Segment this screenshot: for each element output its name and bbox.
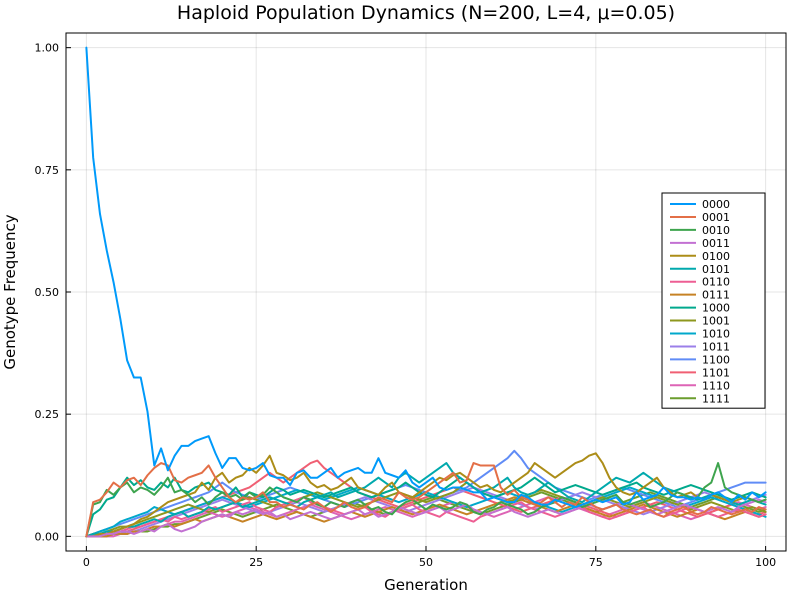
series-line-0011 [85,498,767,538]
y-axis-label: Genotype Frequency [1,214,19,369]
legend-label-1100: 1100 [702,353,730,366]
y-tick-label: 0.00 [35,530,60,543]
series-line-0101 [85,462,767,538]
legend-label-1101: 1101 [702,366,730,379]
legend-label-0100: 0100 [702,250,730,263]
series-line-0100 [85,452,767,538]
legend-label-1000: 1000 [702,302,730,315]
y-tick-label: 0.25 [35,408,60,421]
x-tick-label: 25 [249,556,263,569]
legend-label-0101: 0101 [702,263,730,276]
grid [66,33,786,551]
axis-ticks: 0 25 50 75 100 0.00 0.25 0.50 0.75 1.00 [35,42,777,569]
series-line-1111 [85,491,767,538]
legend-label-1011: 1011 [702,340,730,353]
series-line-0010 [85,462,767,538]
series-line-1001 [85,481,767,538]
legend-label-0010: 0010 [702,224,730,237]
legend-label-0111: 0111 [702,289,730,302]
x-axis-label: Generation [384,576,468,594]
legend-label-0011: 0011 [702,237,730,250]
x-tick-label: 75 [589,556,603,569]
legend: 0000000100100011010001010110011110001001… [661,192,766,409]
legend-label-0001: 0001 [702,211,730,224]
x-tick-label: 0 [83,556,90,569]
series-line-0000 [85,46,767,509]
legend-label-1111: 1111 [702,392,730,405]
x-tick-label: 100 [755,556,776,569]
y-tick-label: 0.75 [35,164,60,177]
y-tick-label: 0.50 [35,286,60,299]
x-tick-label: 50 [419,556,433,569]
legend-label-0000: 0000 [702,198,730,211]
chart-title: Haploid Population Dynamics (N=200, L=4,… [177,2,675,24]
legend-label-0110: 0110 [702,276,730,289]
series-lines [85,46,767,538]
legend-label-1010: 1010 [702,328,730,341]
legend-label-1110: 1110 [702,379,730,392]
legend-label-1001: 1001 [702,315,730,328]
y-tick-label: 1.00 [35,42,60,55]
series-line-0001 [85,462,767,538]
